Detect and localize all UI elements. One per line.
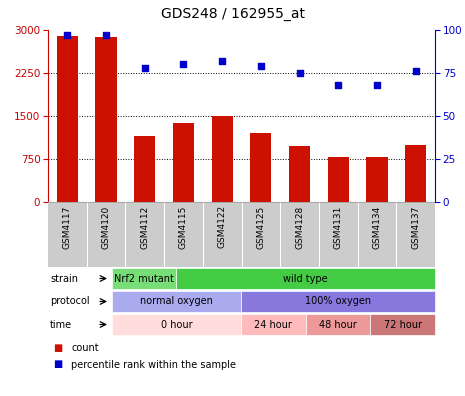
- Text: 24 hour: 24 hour: [254, 320, 292, 329]
- Point: [141, 65, 148, 71]
- Text: time: time: [50, 320, 72, 329]
- Text: ■: ■: [53, 360, 62, 369]
- Text: wild type: wild type: [284, 274, 328, 284]
- Bar: [289, 146, 310, 202]
- Bar: [241, 314, 306, 335]
- Text: GSM4120: GSM4120: [101, 205, 111, 249]
- Text: GSM4128: GSM4128: [295, 205, 304, 249]
- Point: [219, 58, 226, 64]
- Text: GDS248 / 162955_at: GDS248 / 162955_at: [160, 7, 305, 21]
- Bar: [112, 314, 241, 335]
- Text: GSM4117: GSM4117: [63, 205, 72, 249]
- Point: [296, 70, 303, 76]
- Text: GSM4112: GSM4112: [140, 205, 149, 249]
- Point: [257, 63, 265, 69]
- Text: GSM4115: GSM4115: [179, 205, 188, 249]
- Text: GSM4131: GSM4131: [334, 205, 343, 249]
- Text: percentile rank within the sample: percentile rank within the sample: [71, 360, 236, 369]
- Text: 72 hour: 72 hour: [384, 320, 422, 329]
- Text: strain: strain: [50, 274, 78, 284]
- Point: [412, 68, 419, 74]
- Bar: [250, 133, 272, 202]
- Text: 100% oxygen: 100% oxygen: [305, 297, 371, 307]
- Bar: [405, 145, 426, 202]
- Point: [64, 32, 71, 38]
- Bar: [95, 37, 117, 202]
- Text: normal oxygen: normal oxygen: [140, 297, 213, 307]
- Bar: [134, 136, 155, 202]
- Text: count: count: [71, 343, 99, 353]
- Bar: [57, 36, 78, 202]
- Bar: [112, 268, 177, 289]
- Text: GSM4137: GSM4137: [411, 205, 420, 249]
- Text: 0 hour: 0 hour: [161, 320, 193, 329]
- Text: GSM4122: GSM4122: [218, 205, 226, 248]
- Bar: [366, 157, 388, 202]
- Text: Nrf2 mutant: Nrf2 mutant: [114, 274, 174, 284]
- Text: ■: ■: [53, 343, 62, 353]
- Bar: [173, 123, 194, 202]
- Bar: [112, 291, 241, 312]
- Bar: [212, 116, 233, 202]
- Text: protocol: protocol: [50, 297, 90, 307]
- Text: GSM4125: GSM4125: [256, 205, 266, 249]
- Bar: [177, 268, 435, 289]
- Text: 48 hour: 48 hour: [319, 320, 357, 329]
- Bar: [328, 157, 349, 202]
- Bar: [306, 314, 370, 335]
- Bar: [241, 291, 435, 312]
- Point: [180, 61, 187, 68]
- Point: [334, 82, 342, 88]
- Text: GSM4134: GSM4134: [372, 205, 381, 249]
- Point: [373, 82, 381, 88]
- Point: [102, 32, 110, 38]
- Bar: [370, 314, 435, 335]
